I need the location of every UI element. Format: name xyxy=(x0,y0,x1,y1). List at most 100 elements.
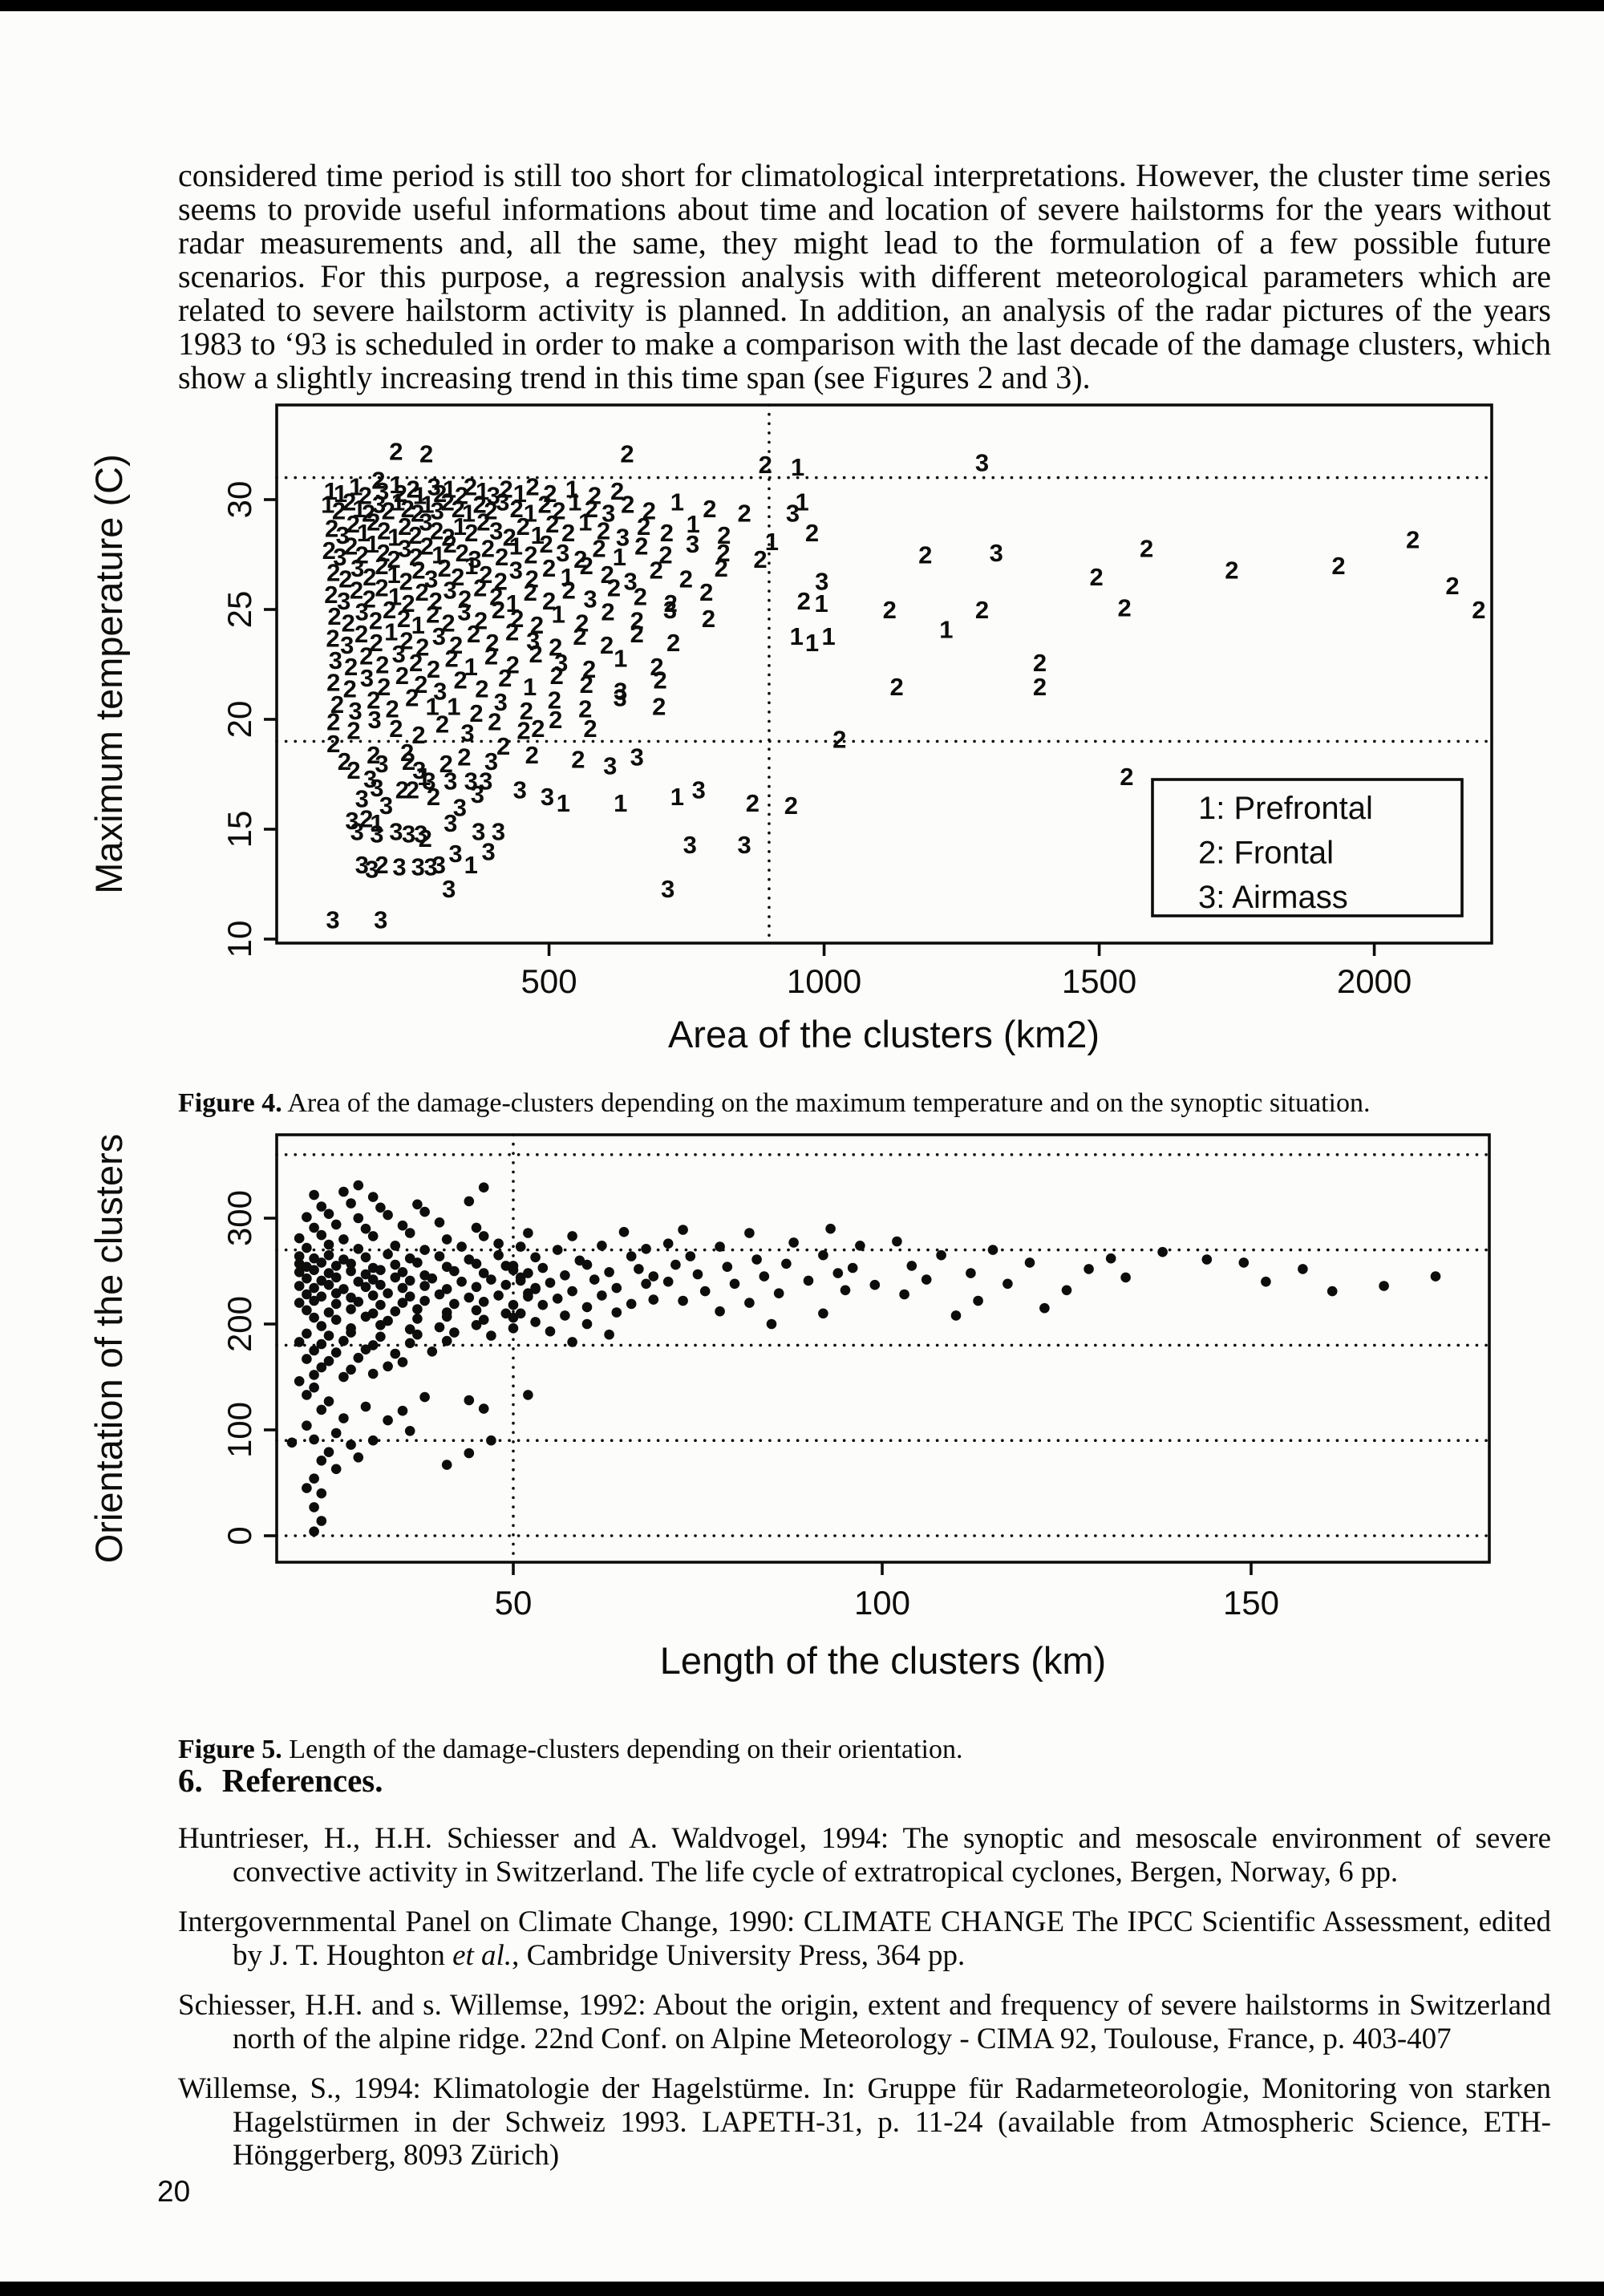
scatter-dot xyxy=(759,1271,770,1282)
scatter-marker-digit: 2 xyxy=(580,670,593,699)
scatter-dot xyxy=(302,1390,312,1400)
scatter-marker-digit: 2 xyxy=(402,747,415,775)
scatter-marker-digit: 2 xyxy=(375,552,388,580)
scatter-dot xyxy=(441,1335,452,1346)
scatter-marker-digit: 3 xyxy=(526,626,540,654)
scatter-marker-digit: 2 xyxy=(1033,649,1047,677)
scatter-dot xyxy=(471,1305,482,1316)
scatter-marker-digit: 1 xyxy=(411,611,425,639)
scatter-dot xyxy=(323,1268,334,1278)
svg-text:100: 100 xyxy=(221,1402,258,1458)
reference-text: Intergovernmental Panel on Climate Chang… xyxy=(178,1905,1551,1972)
scan-edge-bottom xyxy=(0,2282,1604,2296)
scatter-dot xyxy=(383,1209,393,1221)
scatter-marker-digit: 2 xyxy=(485,629,499,657)
scatter-marker-digit: 2 xyxy=(652,693,666,721)
scatter-marker-digit: 3 xyxy=(623,567,637,595)
scatter-dot xyxy=(773,1288,784,1298)
scatter-dot xyxy=(404,1253,415,1264)
scatter-marker-digit: 2 xyxy=(441,609,455,637)
scatter-marker-digit: 3 xyxy=(457,598,471,626)
scatter-marker-digit: 3 xyxy=(414,820,427,848)
scatter-marker-digit: 2 xyxy=(658,541,672,569)
scatter-marker-digit: 2 xyxy=(444,644,458,672)
scatter-dot xyxy=(390,1259,401,1270)
scatter-marker-digit: 2 xyxy=(495,543,508,571)
scatter-marker-digit: 1 xyxy=(321,491,334,519)
scatter-marker-digit: 3 xyxy=(423,853,437,881)
scatter-marker-digit: 2 xyxy=(499,475,512,503)
scatter-dot xyxy=(390,1306,401,1317)
scatter-dot xyxy=(604,1329,614,1340)
scatter-marker-digit: 2 xyxy=(346,510,360,538)
scatter-marker-digit: 2 xyxy=(975,596,989,624)
scatter-marker-digit: 2 xyxy=(411,557,425,585)
reference-text: , Cambridge University Press, 364 pp. xyxy=(512,1938,966,1972)
scatter-marker-digit: 2 xyxy=(453,666,467,694)
scatter-marker-digit: 2 xyxy=(387,545,400,573)
scatter-dot xyxy=(751,1254,762,1265)
svg-text:25: 25 xyxy=(221,591,258,629)
scatter-marker-digit: 2 xyxy=(389,715,403,743)
scatter-dot xyxy=(567,1337,577,1347)
scatter-marker-digit: 2 xyxy=(452,495,465,523)
scatter-marker-digit: 2 xyxy=(343,675,357,703)
scatter-marker-digit: 2 xyxy=(408,521,422,549)
scatter-marker-digit: 1 xyxy=(614,789,627,817)
scatter-marker-digit: 1 xyxy=(805,629,819,657)
scatter-dot xyxy=(722,1261,733,1272)
scatter-marker-digit: 3 xyxy=(496,488,509,516)
scatter-marker-digit: 2 xyxy=(634,583,647,611)
scatter-dot xyxy=(906,1261,917,1271)
scatter-dot xyxy=(367,1435,379,1446)
scatter-dot xyxy=(367,1340,379,1350)
scatter-marker-digit: 2 xyxy=(550,662,564,690)
scatter-dot xyxy=(581,1318,593,1330)
scatter-marker-digit: 2 xyxy=(650,557,663,585)
scatter-dot xyxy=(309,1345,319,1356)
legend-entry: 3: Airmass xyxy=(1198,880,1348,915)
svg-text:150: 150 xyxy=(1223,1584,1279,1622)
scatter-dot xyxy=(478,1297,489,1307)
scatter-marker-digit: 2 xyxy=(369,607,383,635)
scatter-marker-digit: 2 xyxy=(441,488,455,516)
scatter-marker-digit: 2 xyxy=(419,440,433,468)
x-axis-title: Area of the clusters (km2) xyxy=(668,1013,1100,1055)
scatter-marker-digit: 3 xyxy=(737,831,751,859)
plot-box xyxy=(275,1133,1491,1564)
scatter-marker-digit: 2 xyxy=(561,519,575,547)
scatter-dot xyxy=(360,1344,371,1355)
scatter-marker-digit: 2 xyxy=(784,792,798,820)
scatter-dot xyxy=(383,1288,393,1298)
scatter-marker-digit: 2 xyxy=(575,609,589,637)
scatter-dot xyxy=(360,1311,371,1322)
scatter-marker-digit: 3 xyxy=(398,534,411,562)
scatter-marker-digit: 2 xyxy=(832,726,846,754)
scatter-marker-digit: 2 xyxy=(539,530,553,558)
scatter-marker-digit: 2 xyxy=(537,491,551,519)
scatter-marker-digit: 2 xyxy=(427,655,440,683)
scatter-marker-digit: 2 xyxy=(702,605,715,633)
reference-item: Intergovernmental Panel on Climate Chang… xyxy=(178,1905,1551,1972)
scatter-dot xyxy=(464,1292,475,1303)
scatter-marker-digit: 3 xyxy=(355,785,369,813)
scatter-marker-digit: 2 xyxy=(325,515,338,543)
scatter-dot xyxy=(353,1297,364,1307)
scatter-marker-digit: 1 xyxy=(391,488,405,516)
figure5-caption: Figure 5. Length of the damage-clusters … xyxy=(178,1734,1551,1766)
scatter-dot xyxy=(434,1289,445,1300)
scatter-marker-digit: 1 xyxy=(413,482,427,510)
scan-edge-top xyxy=(0,0,1604,11)
scatter-dot xyxy=(404,1324,415,1334)
scatter-marker-digit: 2 xyxy=(573,622,586,650)
scatter-marker-digit: 2 xyxy=(592,534,606,562)
scatter-marker-digit: 2 xyxy=(562,576,576,604)
scatter-marker-digit: 1 xyxy=(513,480,527,508)
scatter-dot xyxy=(560,1310,570,1321)
scatter-dot xyxy=(449,1265,460,1277)
scatter-dot xyxy=(478,1314,489,1325)
scatter-marker-digit: 2 xyxy=(427,783,440,811)
svg-text:30: 30 xyxy=(221,481,258,519)
scatter-marker-digit: 2 xyxy=(530,611,544,639)
scatter-marker-digit: 3 xyxy=(603,752,617,780)
